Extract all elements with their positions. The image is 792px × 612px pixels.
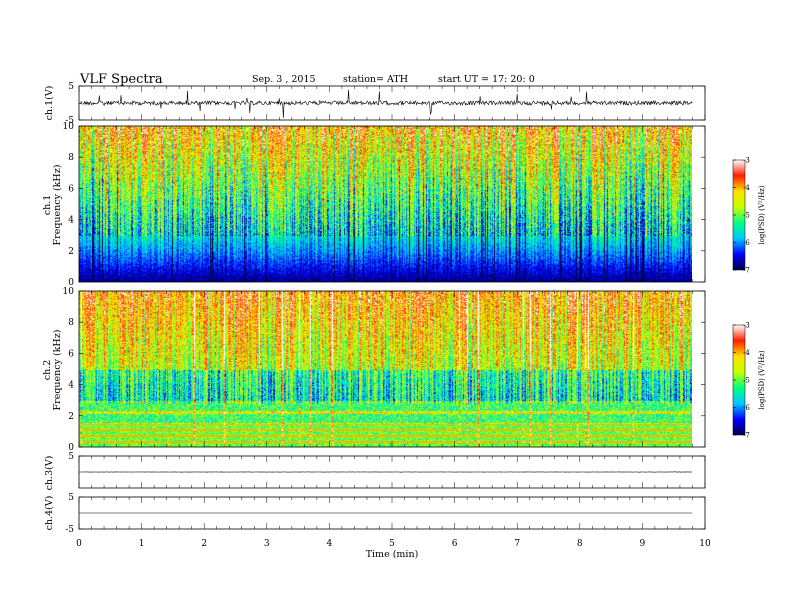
- x-tick-label: 3: [264, 539, 270, 549]
- ch2-spectrogram-ytick-label: 6: [68, 349, 74, 359]
- ch2-spectrogram-colorbar-tick-label: -4: [743, 349, 750, 357]
- ch1-waveform-trace: [78, 89, 693, 119]
- x-tick-label: 7: [514, 539, 520, 549]
- x-axis-label: Time (min): [366, 549, 419, 560]
- ch1-waveform-ytick-label: -5: [65, 116, 74, 126]
- x-tick-label: 0: [76, 539, 82, 549]
- ch1-spectrogram-ylabel-top: ch.1: [42, 195, 53, 216]
- ch2-spectrogram-colorbar-tick-label: -3: [743, 322, 750, 330]
- ch1-spectrogram-ytick-label: 4: [68, 216, 74, 226]
- ch1-spectrogram-colorbar-tick-label: -6: [743, 239, 750, 247]
- x-tick-label: 5: [389, 539, 395, 549]
- station-label: station= ATH: [343, 74, 408, 85]
- x-tick-label: 2: [201, 539, 207, 549]
- ch1-spectrogram-ytick-label: 6: [68, 184, 74, 194]
- ch2-spectrogram-ytick-label: 0: [68, 443, 74, 453]
- ch4-waveform-ylabel: ch.4(V): [44, 496, 55, 531]
- ch1-spectrogram-ytick-label: 8: [68, 153, 74, 163]
- ch4-waveform-ytick-label: 5: [68, 493, 74, 503]
- ch2-spectrogram-ytick-label: 10: [63, 287, 75, 297]
- start-time-label: start UT = 17: 20: 0: [438, 74, 535, 85]
- ch1-spectrogram-ylabel: Frequency (kHz): [52, 165, 63, 246]
- ch1-spectrogram-ytick-label: 2: [68, 247, 74, 257]
- ch3-waveform-ytick-label: 5: [68, 452, 74, 462]
- ch2-spectrogram-ytick-label: 2: [68, 412, 74, 422]
- ch1-spectrogram-ytick-label: 10: [63, 122, 75, 132]
- ch2-colorbar-label: log(PSD) (V²/Hz): [758, 350, 766, 409]
- ch1-spectrogram-colorbar-tick-label: -5: [743, 212, 750, 220]
- ch1-waveform-ylabel: ch.1(V): [44, 86, 55, 121]
- ch2-spectrogram-image: [79, 291, 692, 447]
- figure-title: VLF Spectra: [79, 72, 163, 87]
- ch2-spectrogram-ylabel: Frequency (kHz): [52, 330, 63, 411]
- x-tick-label: 6: [452, 539, 458, 549]
- ch2-spectrogram-ytick-label: 4: [68, 381, 74, 391]
- x-tick-label: 10: [699, 539, 711, 549]
- ch1-colorbar-label: log(PSD) (V²/Hz): [758, 185, 766, 244]
- date-label: Sep. 3 , 2015: [252, 74, 316, 85]
- x-tick-label: 8: [577, 539, 583, 549]
- ch1-spectrogram-ytick-label: 0: [68, 278, 74, 288]
- ch2-spectrogram-colorbar-tick-label: -6: [743, 404, 750, 412]
- ch2-spectrogram-ylabel-top: ch.2: [42, 360, 53, 381]
- ch1-spectrogram-colorbar-tick-label: -3: [743, 157, 750, 165]
- ch2-spectrogram-colorbar-tick-label: -5: [743, 377, 750, 385]
- x-tick-label: 9: [640, 539, 646, 549]
- ch1-spectrogram-image: [79, 126, 692, 282]
- colorbars: -3 -4 -5 -6 -7 -3 -4 -5 -6 -7: [732, 157, 750, 440]
- x-tick-label: 4: [327, 539, 333, 549]
- x-tick-label: 1: [139, 539, 145, 549]
- ch3-waveform-ylabel: ch.3(V): [44, 456, 55, 491]
- ch1-spectrogram-colorbar-tick-label: -7: [743, 267, 750, 275]
- ch2-spectrogram-ytick-label: 8: [68, 318, 74, 328]
- ch1-waveform-ytick-label: 5: [68, 82, 74, 92]
- ch4-waveform-ytick-label: -5: [65, 525, 74, 535]
- ch1-spectrogram-colorbar-tick-label: -4: [743, 184, 750, 192]
- ch2-spectrogram-colorbar-tick-label: -7: [743, 432, 750, 440]
